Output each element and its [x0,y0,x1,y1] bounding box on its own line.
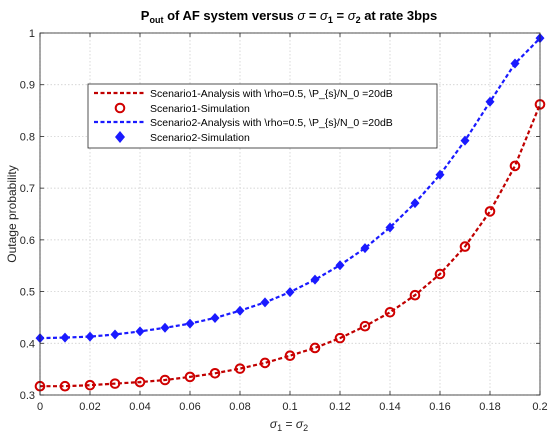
series-point-scenario2-simulation [260,297,270,308]
legend-label-scenario1-simulation: Scenario1-Simulation [150,103,250,115]
series-point-scenario1-simulation [134,376,146,388]
series-point-scenario1-simulation [359,320,371,332]
series-point-scenario1-simulation [234,363,246,374]
series-point-scenario2-simulation [235,305,245,316]
series-point-scenario1-simulation [84,379,96,391]
series-point-scenario2-simulation [435,169,445,180]
series-point-scenario1-simulation [209,367,221,379]
series-point-scenario1-simulation [459,241,471,252]
series-point-scenario2-simulation [210,312,220,323]
series-point-scenario2-simulation [385,222,395,233]
chart-title: Pout of AF system versus σ = σ1 = σ2 at … [141,8,437,25]
series-point-scenario1-simulation [309,342,321,354]
series-point-scenario2-simulation [310,274,320,285]
series-point-scenario1-simulation [259,357,271,369]
x-tick-label: 0.06 [179,401,200,413]
legend-marker-scenario1-simulation [114,102,126,114]
series-point-scenario1-simulation [409,289,421,301]
series-point-scenario1-simulation [59,380,71,392]
y-tick-label: 0.8 [20,131,35,143]
series-point-scenario2-simulation [510,58,520,69]
legend: Scenario1-Analysis with \rho=0.5, \P_{s}… [87,83,438,149]
series-point-scenario2-simulation [485,96,495,107]
series-point-scenario1-simulation [434,268,446,280]
y-tick-label: 1 [29,28,35,40]
legend-marker-scenario2-simulation [115,131,125,143]
series-point-scenario1-simulation [184,371,196,383]
y-tick-label: 0.3 [20,390,35,402]
x-tick-label: 0.12 [329,401,350,413]
y-tick-label: 0.5 [20,287,35,299]
series-point-scenario1-simulation [109,378,121,389]
legend-label-scenario2-simulation: Scenario2-Simulation [150,132,250,144]
x-tick-label: 0.04 [129,401,150,413]
y-axis-label: Outage probability [5,165,19,262]
y-tick-label: 0.4 [20,338,35,350]
x-tick-label: 0.16 [429,401,450,413]
series-point-scenario2-simulation [85,331,95,342]
series-point-scenario2-simulation [460,135,470,146]
y-axis-ticks: 0.3 0.4 0.5 0.6 0.7 0.8 0.9 1 [20,28,540,402]
series-point-scenario2-simulation [185,318,195,329]
series-line-0 [40,103,542,388]
legend-box [87,83,438,149]
y-tick-label: 0.6 [20,235,35,247]
series-markers [34,33,546,392]
series-point-scenario2-simulation [360,243,370,254]
series-point-scenario1-simulation [484,206,496,217]
x-tick-label: 0.18 [479,401,500,413]
series-point-scenario2-simulation [110,329,120,340]
series-point-scenario1-simulation [159,374,171,386]
x-axis-label: σ1 = σ2 [270,417,308,433]
series-point-scenario1-simulation [284,350,296,361]
x-tick-label: 0.1 [282,401,297,413]
series-point-scenario2-simulation [410,198,420,209]
legend-label-scenario2-analysis: Scenario2-Analysis with \rho=0.5, \P_{s}… [150,117,393,129]
x-tick-label: 0.08 [229,401,250,413]
series-point-scenario2-simulation [60,332,70,343]
series-point-scenario2-simulation [335,260,345,271]
series-point-scenario2-simulation [285,287,295,298]
series-point-scenario2-simulation [160,322,170,333]
series-point-scenario1-simulation [384,306,396,318]
series-point-scenario2-simulation [135,326,145,337]
x-tick-label: 0.2 [532,401,547,413]
series-point-scenario1-simulation [334,332,346,344]
y-tick-label: 0.9 [20,80,35,92]
x-tick-label: 0 [37,401,43,413]
x-tick-label: 0.02 [79,401,100,413]
x-tick-label: 0.14 [379,401,400,413]
series-point-scenario1-simulation [509,160,521,172]
y-tick-label: 0.7 [20,183,35,195]
legend-label-scenario1-analysis: Scenario1-Analysis with \rho=0.5, \P_{s}… [150,88,393,100]
x-axis-ticks: 0 0.02 0.04 0.06 0.08 0.1 0.12 0.14 0.16 0.18 0.2 [37,33,548,413]
